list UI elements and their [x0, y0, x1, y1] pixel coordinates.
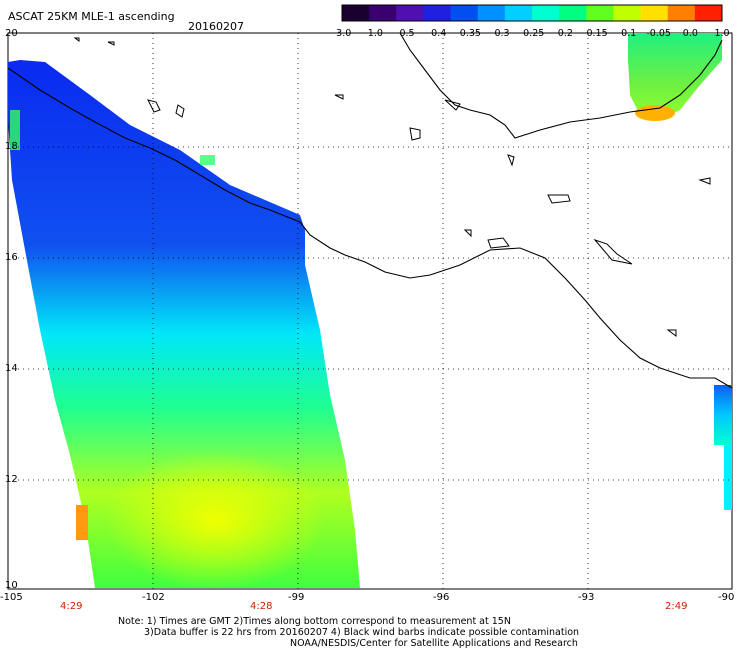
- colorbar-label: -0.05: [646, 28, 671, 39]
- map-date: 20160207: [188, 20, 244, 33]
- colorbar-label: -3.0: [332, 28, 352, 39]
- lon-label-102: -102: [142, 592, 165, 603]
- colorbar-swatch: [504, 5, 533, 21]
- colorbar-swatch: [640, 5, 669, 21]
- lat-label-14: 14: [5, 363, 18, 374]
- orange-cells: [76, 505, 88, 540]
- coastline: [7, 67, 733, 389]
- wind-swath-main: [8, 60, 360, 588]
- pass-time-2: 4:28: [250, 601, 273, 612]
- colorbar-label: 0.0: [682, 28, 698, 39]
- lat-label-12: 12: [5, 474, 18, 485]
- islands: [73, 37, 711, 337]
- wind-swath-right: [628, 33, 722, 120]
- lon-label-99: -99: [288, 592, 305, 603]
- colorbar-swatch: [423, 5, 452, 21]
- colorbar-swatch: [586, 5, 614, 21]
- colorbar-label: -1.0: [364, 28, 383, 39]
- colorbar-swatch: [559, 5, 587, 21]
- colorbar-swatch: [532, 5, 560, 21]
- lon-label-90: -90: [718, 592, 735, 603]
- colorbar-label: -0.35: [456, 28, 481, 39]
- colorbar-label: -0.2: [554, 28, 573, 39]
- colorbar-label: -0.5: [396, 28, 415, 39]
- note-line-3: NOAA/NESDIS/Center for Satellite Applica…: [290, 638, 578, 649]
- note-line-2: 3)Data buffer is 22 hrs from 20160207 4)…: [144, 627, 580, 638]
- colorbar-label: -0.1: [617, 28, 637, 39]
- colorbar-label: 1.0: [714, 28, 730, 39]
- map-title: ASCAT 25KM MLE-1 ascending: [8, 10, 175, 23]
- colorbar-swatch: [369, 5, 397, 21]
- colorbar-swatch: [694, 5, 723, 21]
- colorbar-label: -0.25: [519, 28, 545, 39]
- pass-time-1: 4:29: [60, 601, 83, 612]
- colorbar-label: -0.4: [427, 28, 447, 39]
- lon-label-93: -93: [578, 592, 595, 603]
- high-wind-area: [105, 450, 325, 590]
- lat-label-18: 18: [5, 141, 18, 152]
- colorbar-swatch: [613, 5, 642, 21]
- colorbar-swatch: [396, 5, 424, 21]
- orange-patch: [635, 105, 675, 121]
- lat-label-16: 16: [5, 252, 18, 263]
- lat-label-10: 10: [5, 580, 18, 591]
- lon-label-96: -96: [433, 592, 450, 603]
- colorbar-swatch: [342, 5, 370, 21]
- note-line-1: Note: 1) Times are GMT 2)Times along bot…: [118, 616, 511, 627]
- colorbar-label: -0.3: [491, 28, 510, 39]
- graticule: [8, 33, 732, 589]
- colorbar-swatch: [667, 5, 696, 21]
- colorbar-swatch: [477, 5, 506, 21]
- lon-label-105: -105: [0, 592, 23, 603]
- colorbar-label: -0.15: [583, 28, 608, 39]
- lat-label-20: 20: [5, 28, 18, 39]
- wind-swath-edge: [714, 385, 732, 445]
- colorbar: [341, 4, 723, 22]
- colorbar-swatch: [450, 5, 479, 21]
- pass-time-3: 2:49: [665, 601, 688, 612]
